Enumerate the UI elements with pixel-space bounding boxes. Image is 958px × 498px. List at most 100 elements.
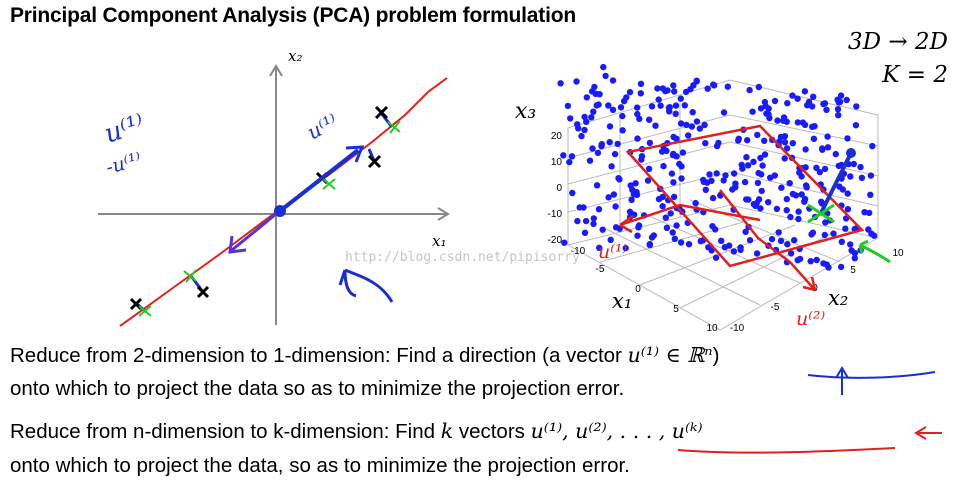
scatter-point — [783, 118, 790, 125]
scatter-point — [673, 135, 680, 142]
scatter-point — [636, 115, 643, 123]
scatter-point — [591, 83, 598, 91]
scatter-point — [842, 225, 849, 232]
scatter-point — [557, 80, 564, 87]
scatter-point — [590, 108, 597, 115]
scatter-point — [634, 232, 641, 239]
scatter-point — [709, 223, 716, 230]
scatter-point — [678, 175, 685, 182]
scatter-point — [646, 139, 654, 147]
scatter-point — [762, 102, 769, 110]
scatter-point — [744, 137, 751, 144]
scatter-point — [605, 194, 612, 201]
scatter-point — [619, 112, 626, 120]
scatter-point — [655, 195, 663, 203]
scatter-point — [583, 94, 590, 101]
scatter-point — [612, 203, 619, 210]
projected-point-mark-3d — [807, 203, 835, 224]
hand-drawn-arrow — [338, 268, 394, 303]
scatter-point — [700, 178, 708, 186]
scatter-point — [761, 151, 769, 158]
scatter-point — [677, 95, 684, 102]
scatter-point — [632, 180, 639, 187]
z-tick-label: -10 — [548, 209, 563, 220]
scatter-point — [807, 258, 814, 265]
scatter-point — [676, 160, 683, 168]
scatter-point — [853, 103, 860, 110]
scatter-point — [606, 123, 614, 130]
scatter-point — [761, 137, 768, 144]
x1-tick-label: -10 — [571, 246, 586, 257]
scatter-point — [778, 184, 785, 191]
scatter-point — [668, 170, 676, 177]
axes-box-3d — [567, 79, 879, 331]
scatter-point — [627, 182, 634, 189]
scatter-point — [602, 72, 609, 80]
scatter-point — [757, 154, 764, 162]
x2-tick-label: -10 — [730, 323, 745, 334]
text-line-2: onto which to project the data so as to … — [10, 377, 625, 400]
scatter-point — [626, 88, 634, 96]
arrow-up-to-u1 — [835, 366, 849, 395]
scatter-point — [742, 228, 749, 235]
arrow-to-vector-list — [914, 426, 942, 440]
scatter-point — [634, 104, 641, 111]
scatter-point — [637, 80, 645, 88]
x2-tick-label: -5 — [771, 302, 780, 313]
scatter-point — [819, 146, 826, 153]
scatter-point — [648, 103, 656, 110]
scatter-point — [713, 142, 721, 150]
scatter-point — [638, 153, 646, 160]
scatter-point — [737, 244, 744, 251]
scatter-point — [787, 213, 794, 221]
scatter-point — [802, 146, 809, 153]
scatter-point — [590, 220, 597, 228]
z-tick-label: 0 — [556, 183, 562, 194]
scatter-point — [599, 226, 606, 233]
k-symbol: k — [440, 419, 454, 443]
scatter-point — [617, 104, 625, 111]
scatter-point — [722, 172, 729, 179]
scatter-point — [865, 226, 872, 233]
scatter-point — [637, 90, 644, 97]
scatter-point — [573, 78, 580, 85]
scatter-point — [810, 93, 817, 101]
scatter-point — [685, 132, 692, 139]
scatter-point — [594, 149, 602, 157]
scatter-point — [634, 110, 641, 118]
scatter-point — [693, 118, 701, 125]
scatter-point — [659, 85, 666, 92]
scatter-point — [739, 165, 746, 172]
scatter-point — [644, 177, 652, 184]
text-line-1-start: Reduce from 2-dimension to 1-dimension: … — [10, 344, 628, 367]
scatter-point — [754, 131, 761, 139]
scatter-point — [802, 182, 810, 189]
scatter-point — [685, 241, 693, 248]
x1-axis-label-3d: x₁ — [612, 289, 632, 313]
scatter-point — [663, 224, 671, 231]
scatter-point — [720, 177, 727, 184]
scatter-point — [662, 214, 669, 221]
scatter-point — [595, 206, 603, 213]
scatter-point — [775, 229, 782, 236]
projection-vector-3d — [818, 154, 852, 216]
scatter-point — [813, 256, 820, 264]
scatter-point — [670, 193, 678, 201]
scatter-point — [706, 171, 713, 178]
scatter-point — [608, 163, 615, 170]
slide-title: Principal Component Analysis (PCA) probl… — [10, 4, 576, 27]
scatter-point — [851, 250, 859, 257]
scatter-point — [794, 95, 801, 102]
z-tick-label: -20 — [548, 235, 563, 246]
scatter-point — [835, 99, 842, 106]
scatter-point — [610, 191, 618, 198]
scatter-point — [606, 139, 613, 146]
scatter-point — [590, 215, 597, 222]
scatter-point — [861, 209, 868, 216]
scatter-point — [823, 106, 830, 114]
scatter-point — [766, 114, 773, 122]
scatter-point — [600, 63, 607, 71]
scatter-point — [628, 196, 635, 204]
data-point-x — [367, 154, 382, 169]
